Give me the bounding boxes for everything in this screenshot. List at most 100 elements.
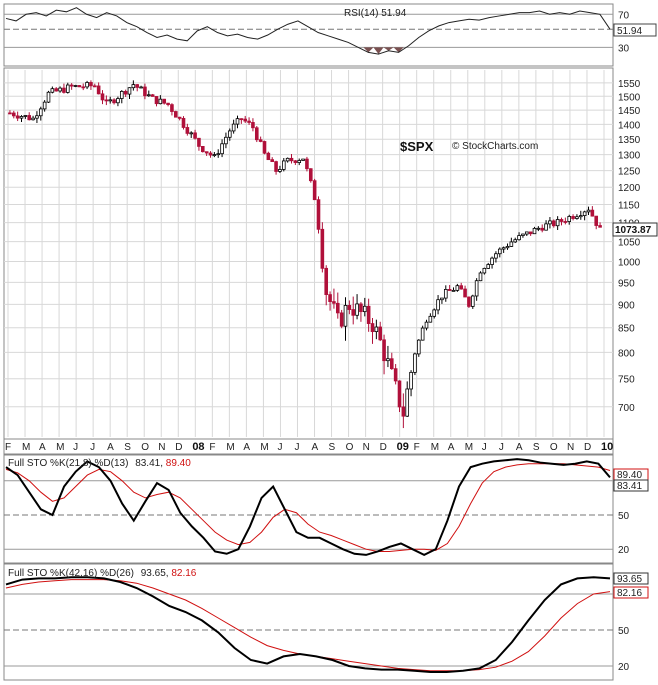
date-tick-28: J	[482, 442, 487, 453]
candle-body-107	[420, 327, 425, 341]
candle-body-126	[494, 253, 498, 259]
candle-body-35	[143, 86, 147, 97]
candle-body-6	[31, 117, 35, 121]
sto-short-panel: Full STO %K(21,8) %D(13) 83.41, 89.40 50…	[3, 454, 649, 564]
sto-long-tick-20: 20	[618, 662, 630, 673]
price-tick-labels: 1550150014501400135013001250120011501100…	[618, 79, 641, 414]
candle-body-137	[536, 227, 541, 230]
date-tick-31: S	[533, 442, 540, 453]
candle-body-123	[482, 267, 487, 274]
candle-body-19	[81, 86, 86, 89]
candle-body-146	[571, 216, 575, 219]
candle-body-1	[11, 112, 16, 117]
candle-body-66	[262, 141, 267, 154]
candle-body-108	[424, 321, 429, 329]
sto-short-d-value: 89.40	[166, 458, 191, 469]
sto-long-d-tag: 82.16	[617, 588, 642, 599]
candle-body-115	[451, 289, 456, 292]
rsi-last-box	[613, 23, 657, 37]
candle-body-122	[478, 272, 483, 282]
candle-body-7	[35, 115, 39, 119]
date-tick-12: F	[209, 442, 215, 453]
candle-body-26	[108, 99, 113, 102]
sto-short-grid	[4, 480, 613, 550]
candle-body-42	[170, 104, 174, 112]
date-tick-7: S	[124, 442, 131, 453]
candle-body-41	[166, 102, 170, 106]
sto-long-tick-50: 50	[618, 626, 630, 637]
sto-short-d-tag: 89.40	[617, 470, 642, 481]
date-tick-5: J	[90, 442, 95, 453]
price-tick-750: 750	[618, 375, 635, 386]
sto-short-tick-20: 20	[618, 545, 630, 556]
candle-body-145	[567, 216, 572, 222]
candle-body-130	[509, 241, 514, 247]
candle-body-88	[347, 305, 352, 310]
candle-body-58	[231, 123, 236, 132]
candle-body-37	[150, 94, 155, 97]
candle-body-30	[123, 90, 128, 95]
candle-body-33	[135, 84, 140, 88]
candle-body-75	[297, 160, 302, 163]
candle-body-73	[289, 157, 294, 162]
price-tick-950: 950	[618, 278, 635, 289]
candle-body-81	[320, 228, 325, 269]
rsi-tick-30: 30	[618, 43, 630, 54]
date-tick-9: N	[158, 442, 165, 453]
candle-body-3	[19, 116, 24, 119]
candle-body-117	[459, 285, 464, 290]
sto-long-title: Full STO %K(42,16) %D(26) 93.65, 82.16	[8, 568, 197, 579]
candle-body-56	[224, 136, 228, 145]
candle-body-149	[582, 211, 587, 216]
candle-body-113	[443, 289, 448, 299]
date-tick-14: A	[243, 442, 250, 453]
price-grid	[4, 70, 613, 437]
date-tick-10: D	[175, 442, 182, 453]
candle-body-144	[563, 221, 568, 223]
sto-long-k-box	[613, 572, 649, 585]
date-tick-0: F	[5, 442, 11, 453]
candle-body-76	[301, 158, 305, 161]
date-tick-labels: F M A M J J A S O N D 08 F M A M J J A S O N D 09 F M A M J J A S O N D 10	[5, 441, 613, 453]
last-price-box	[612, 222, 658, 237]
candle-body-96	[378, 326, 383, 341]
candle-body-100	[393, 368, 398, 382]
candle-body-60	[239, 118, 244, 121]
candle-body-85	[335, 302, 340, 314]
candle-body-28	[116, 98, 120, 104]
date-tick-30: A	[516, 442, 523, 453]
watermark: © StockCharts.com	[452, 141, 538, 152]
candle-body-53	[212, 154, 217, 156]
candle-body-2	[15, 115, 20, 119]
sto-short-k-tag: 83.41	[617, 481, 642, 492]
candle-body-116	[455, 285, 460, 291]
candle-body-109	[428, 315, 433, 323]
rsi-tick-70: 70	[618, 10, 630, 21]
candle-body-13	[58, 87, 62, 92]
candle-body-40	[162, 98, 167, 104]
rsi-panel-frame	[3, 3, 614, 67]
price-tick-1350: 1350	[618, 135, 641, 146]
candle-body-79	[312, 180, 317, 201]
candle-body-127	[497, 248, 502, 255]
sto-long-tick-labels: 50 20	[618, 626, 630, 673]
candle-body-9	[42, 101, 47, 110]
candle-body-90	[355, 303, 359, 316]
date-tick-19: S	[329, 442, 336, 453]
sto-long-grid	[4, 593, 613, 667]
price-tick-850: 850	[618, 324, 635, 335]
candle-body-78	[308, 168, 313, 182]
candle-body-25	[104, 99, 109, 102]
candle-body-120	[470, 295, 475, 307]
candle-body-62	[247, 120, 251, 123]
candle-body-110	[432, 309, 437, 317]
sto-long-title-text: Full STO %K(42,16) %D(26)	[8, 568, 134, 579]
date-tick-13: M	[226, 442, 234, 453]
price-tick-1200: 1200	[618, 183, 641, 194]
candle-body-55	[220, 143, 224, 155]
candle-body-45	[181, 117, 186, 128]
candle-body-68	[270, 159, 275, 163]
candle-body-106	[416, 339, 421, 355]
date-tick-8: O	[141, 442, 149, 453]
candle-body-152	[594, 215, 599, 226]
